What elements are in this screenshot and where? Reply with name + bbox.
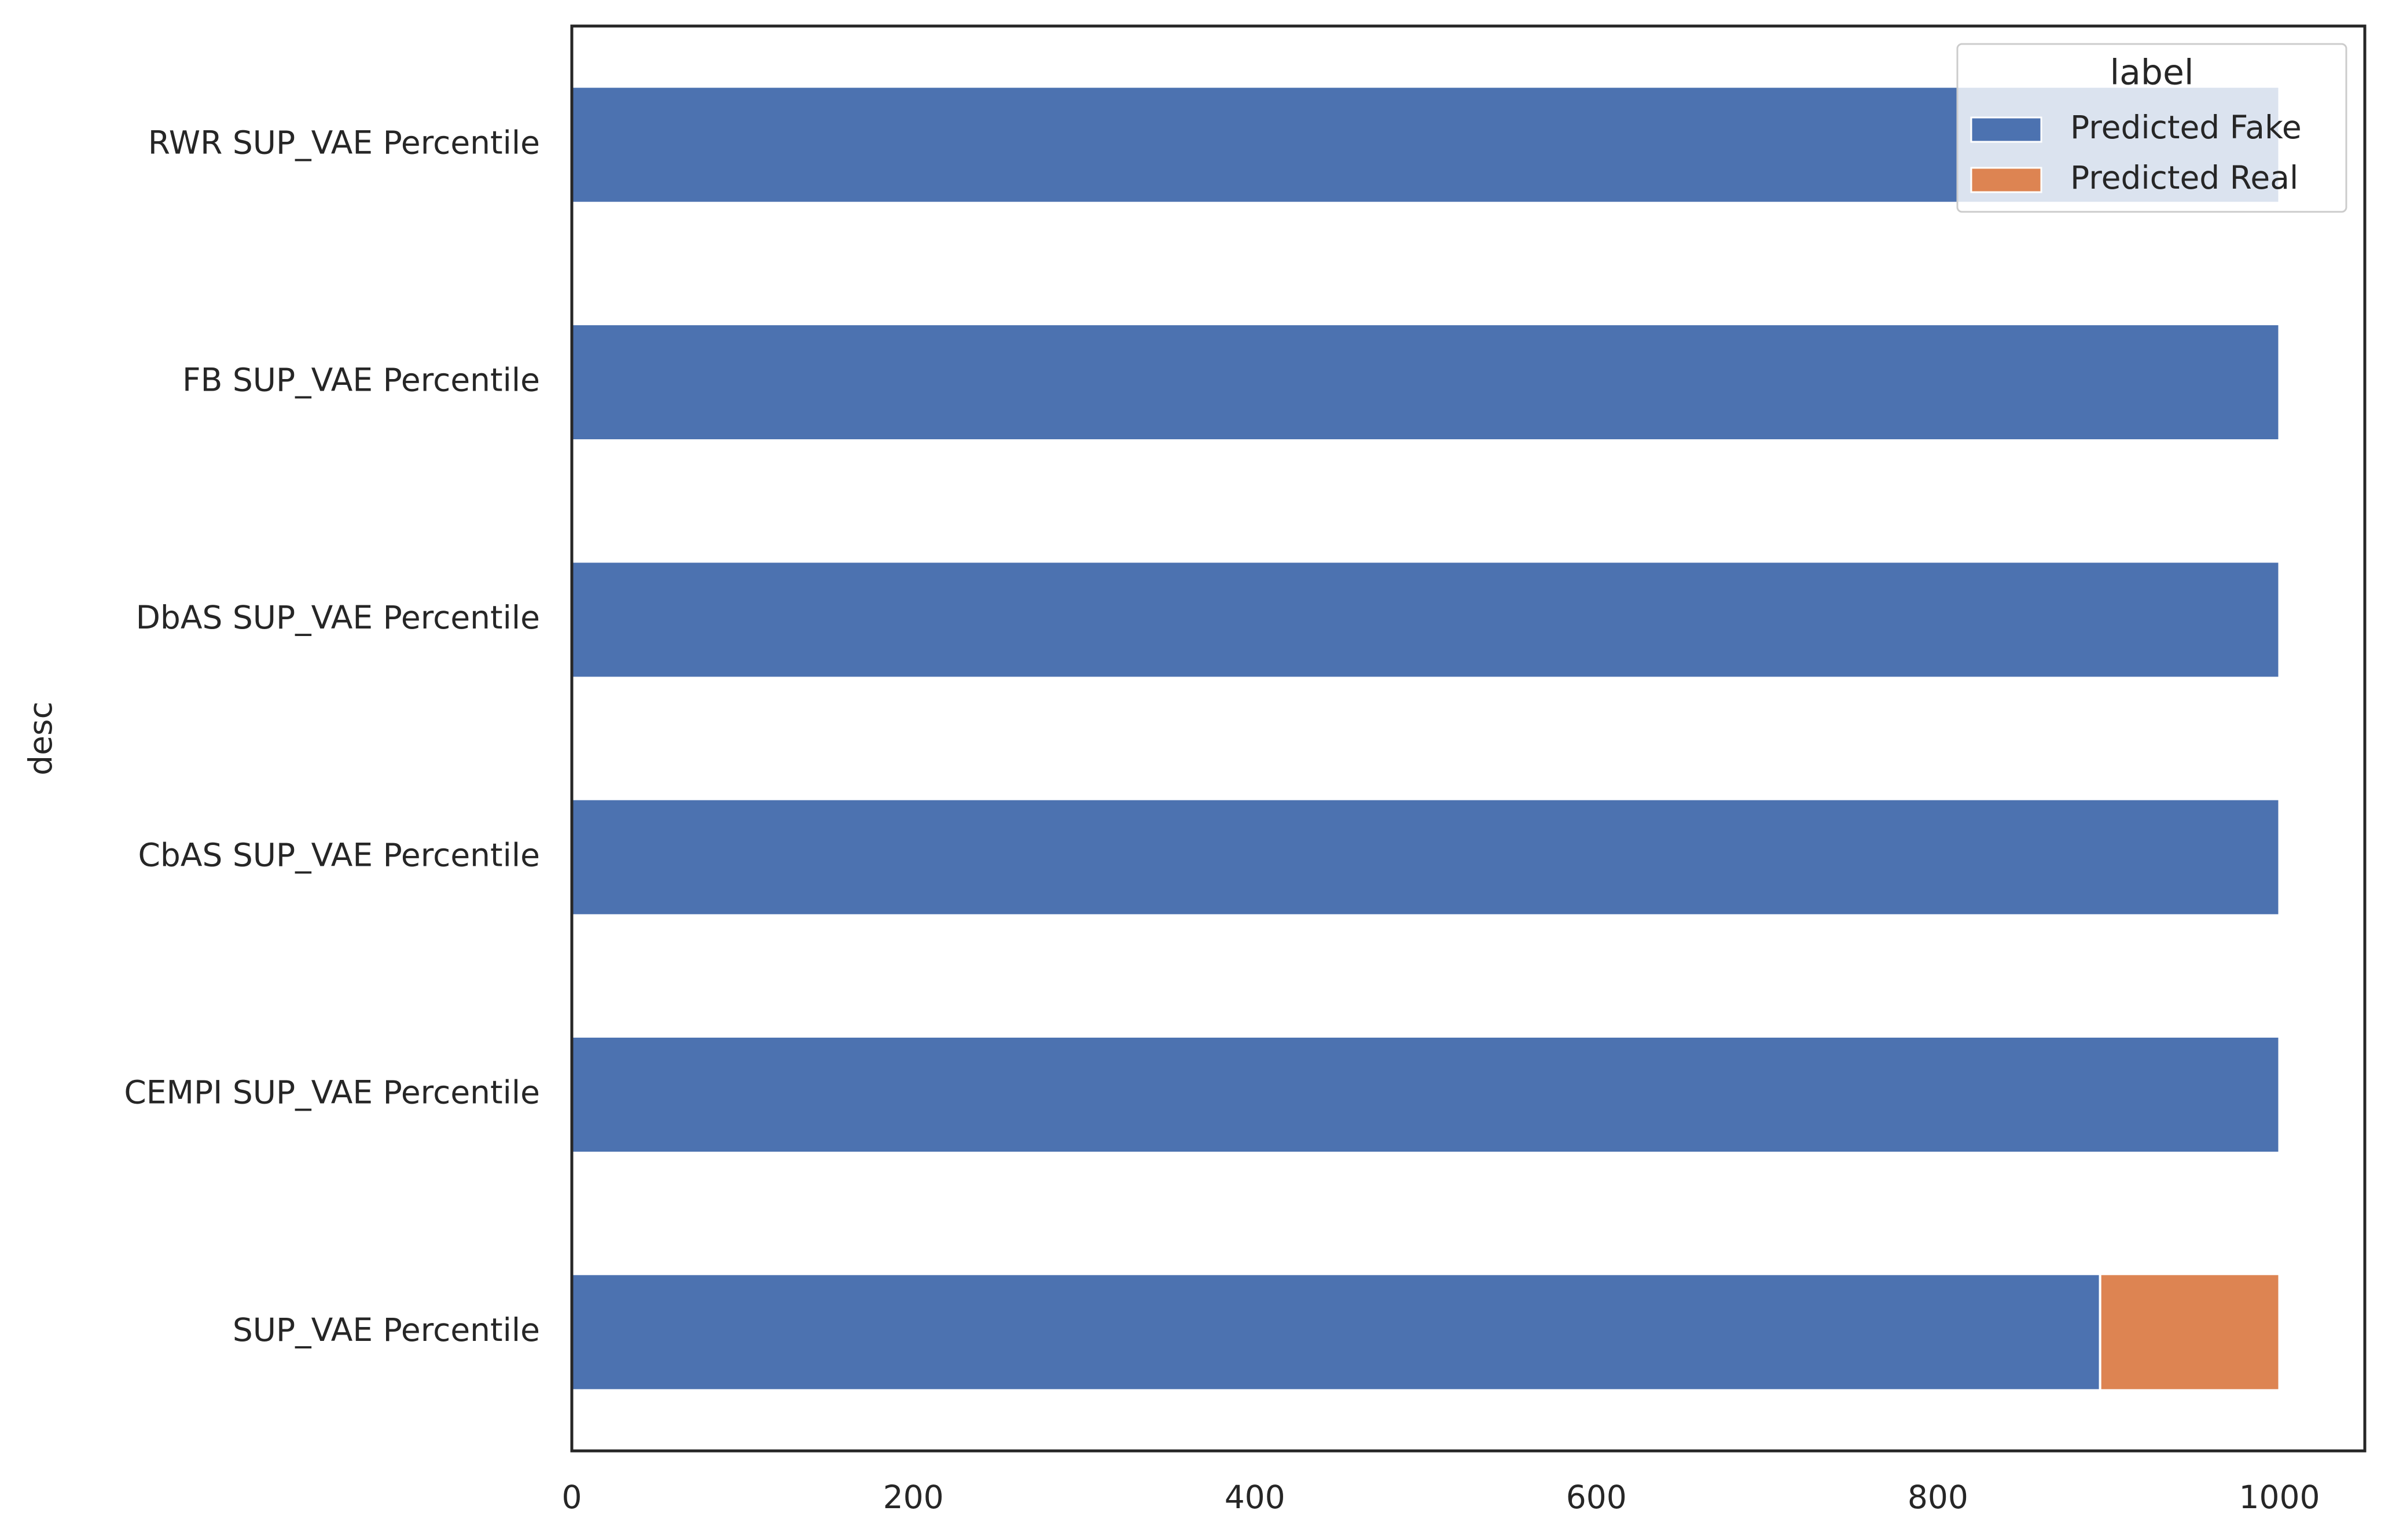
y-tick-label: DbAS SUP_VAE Percentile — [136, 599, 540, 636]
legend-title: label — [2110, 53, 2193, 93]
legend-swatch — [1970, 167, 2042, 193]
x-tick-label: 200 — [883, 1479, 944, 1516]
y-tick-label: SUP_VAE Percentile — [233, 1311, 540, 1348]
bar-segment — [571, 797, 2281, 917]
y-tick-label: RWR SUP_VAE Percentile — [148, 124, 540, 161]
x-tick-label: 400 — [1225, 1479, 1285, 1516]
y-tick-label: CbAS SUP_VAE Percentile — [138, 836, 540, 873]
x-tick-label: 1000 — [2239, 1479, 2320, 1516]
legend-box — [1956, 43, 2347, 213]
legend-swatch — [1970, 116, 2042, 143]
legend-label: Predicted Real — [2070, 159, 2298, 196]
y-tick-label: CEMPI SUP_VAE Percentile — [124, 1074, 540, 1111]
y-tick-label: FB SUP_VAE Percentile — [182, 362, 540, 399]
bar-segment — [571, 560, 2281, 679]
bar-segment — [571, 1273, 2101, 1392]
y-axis-label: desc — [22, 701, 59, 775]
x-tick-label: 800 — [1908, 1479, 1968, 1516]
x-tick-label: 600 — [1566, 1479, 1627, 1516]
legend: label Predicted Fake Predicted Real — [1956, 43, 2347, 213]
bar-segment — [571, 322, 2281, 442]
plot-frame — [570, 24, 2367, 1453]
legend-label: Predicted Fake — [2070, 109, 2302, 146]
bar-segment — [2099, 1273, 2281, 1392]
x-tick-label: 0 — [562, 1479, 582, 1516]
bar-segment — [571, 1035, 2281, 1155]
